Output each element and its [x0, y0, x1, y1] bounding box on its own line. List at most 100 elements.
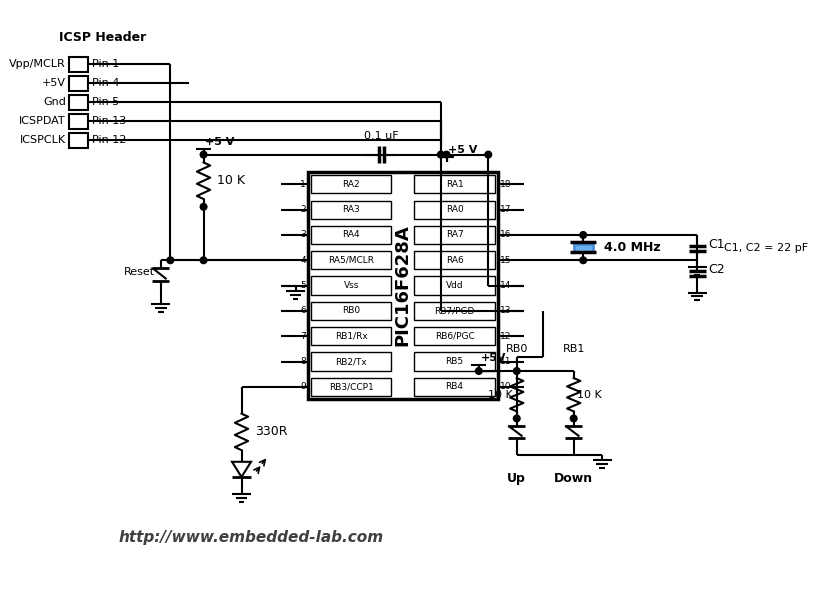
Text: 18: 18 — [499, 180, 510, 189]
Text: 10 K: 10 K — [216, 174, 245, 187]
Text: 330R: 330R — [255, 425, 287, 438]
Text: RA2: RA2 — [342, 180, 360, 189]
Text: Pin 13: Pin 13 — [92, 116, 125, 126]
Text: 9: 9 — [300, 382, 305, 391]
Text: 3: 3 — [300, 231, 305, 240]
Text: RA1: RA1 — [446, 180, 463, 189]
Text: RB6/PGC: RB6/PGC — [434, 331, 474, 341]
Text: 1: 1 — [300, 180, 305, 189]
Text: RB1: RB1 — [562, 344, 584, 354]
Text: 11: 11 — [499, 357, 510, 366]
Bar — [414, 352, 495, 371]
Text: Pin 5: Pin 5 — [92, 97, 119, 107]
Text: C2: C2 — [708, 263, 724, 276]
Bar — [414, 251, 495, 269]
Bar — [69, 114, 88, 129]
Circle shape — [200, 203, 206, 210]
Bar — [310, 276, 391, 295]
Text: 5: 5 — [300, 281, 305, 290]
Text: 4.0 MHz: 4.0 MHz — [604, 241, 660, 254]
Bar — [414, 378, 495, 396]
Text: Up: Up — [507, 471, 526, 484]
Text: 7: 7 — [300, 331, 305, 341]
Bar — [310, 352, 391, 371]
Bar — [310, 251, 391, 269]
Circle shape — [475, 368, 482, 374]
Text: RA0: RA0 — [446, 205, 463, 214]
Bar — [310, 176, 391, 193]
Text: 16: 16 — [499, 231, 510, 240]
Text: Pin 4: Pin 4 — [92, 78, 119, 88]
Text: RB4: RB4 — [445, 382, 463, 391]
Text: RB7/PGD: RB7/PGD — [434, 307, 474, 315]
Text: RA5/MCLR: RA5/MCLR — [328, 256, 373, 265]
Text: +5 V: +5 V — [206, 137, 234, 147]
Bar — [414, 226, 495, 244]
Bar — [414, 200, 495, 219]
Text: 10: 10 — [499, 382, 510, 391]
Circle shape — [200, 151, 206, 158]
Text: 10 K: 10 K — [577, 390, 601, 400]
Bar — [414, 176, 495, 193]
Circle shape — [437, 151, 444, 158]
Bar — [310, 226, 391, 244]
Bar — [310, 327, 391, 345]
Bar — [573, 244, 592, 252]
Text: C1: C1 — [708, 238, 724, 251]
Bar — [310, 302, 391, 320]
Text: +5V: +5V — [42, 78, 66, 88]
Text: Pin 12: Pin 12 — [92, 135, 126, 145]
Circle shape — [167, 257, 174, 264]
Text: Vdd: Vdd — [446, 281, 463, 290]
Bar — [414, 276, 495, 295]
Text: C1, C2 = 22 pF: C1, C2 = 22 pF — [722, 243, 807, 253]
Text: ICSP Header: ICSP Header — [59, 31, 147, 43]
Text: ICSPDAT: ICSPDAT — [20, 116, 66, 126]
Text: 12: 12 — [499, 331, 510, 341]
Text: 17: 17 — [499, 205, 510, 214]
Text: +5V: +5V — [480, 353, 505, 364]
Text: RB5: RB5 — [445, 357, 463, 366]
Text: 10 K: 10 K — [487, 390, 513, 400]
Bar — [69, 76, 88, 91]
Text: Vss: Vss — [343, 281, 359, 290]
Bar — [69, 133, 88, 148]
Text: RA7: RA7 — [446, 231, 463, 240]
Text: 2: 2 — [300, 205, 305, 214]
Text: RB0: RB0 — [505, 344, 527, 354]
Circle shape — [579, 257, 586, 264]
Text: RA6: RA6 — [446, 256, 463, 265]
Circle shape — [200, 257, 206, 264]
Text: ICSPCLK: ICSPCLK — [20, 135, 66, 145]
Bar — [414, 302, 495, 320]
Bar — [310, 378, 391, 396]
Text: 4: 4 — [300, 256, 305, 265]
Bar — [69, 95, 88, 110]
Bar — [308, 172, 497, 400]
Text: Gnd: Gnd — [43, 97, 66, 107]
Text: Down: Down — [554, 471, 592, 484]
Text: PIC16F628A: PIC16F628A — [393, 225, 411, 346]
Circle shape — [513, 368, 519, 374]
Circle shape — [484, 151, 491, 158]
Bar — [414, 327, 495, 345]
Text: RB1/Rx: RB1/Rx — [334, 331, 367, 341]
Circle shape — [579, 232, 586, 238]
Bar — [69, 57, 88, 72]
Text: Reset: Reset — [124, 267, 155, 277]
Text: RA4: RA4 — [342, 231, 360, 240]
Circle shape — [513, 415, 519, 422]
Text: 15: 15 — [499, 256, 510, 265]
Text: RB2/Tx: RB2/Tx — [335, 357, 367, 366]
Text: RA3: RA3 — [342, 205, 360, 214]
Text: Pin 1: Pin 1 — [92, 59, 119, 69]
Text: 8: 8 — [300, 357, 305, 366]
Text: RB0: RB0 — [342, 307, 360, 315]
Text: Vpp/MCLR: Vpp/MCLR — [9, 59, 66, 69]
Text: http://www.embedded-lab.com: http://www.embedded-lab.com — [118, 530, 383, 544]
Text: 6: 6 — [300, 307, 305, 315]
Text: 0.1 uF: 0.1 uF — [364, 131, 398, 141]
Polygon shape — [232, 462, 251, 477]
Text: RB3/CCP1: RB3/CCP1 — [328, 382, 373, 391]
Text: +5 V: +5 V — [448, 145, 477, 155]
